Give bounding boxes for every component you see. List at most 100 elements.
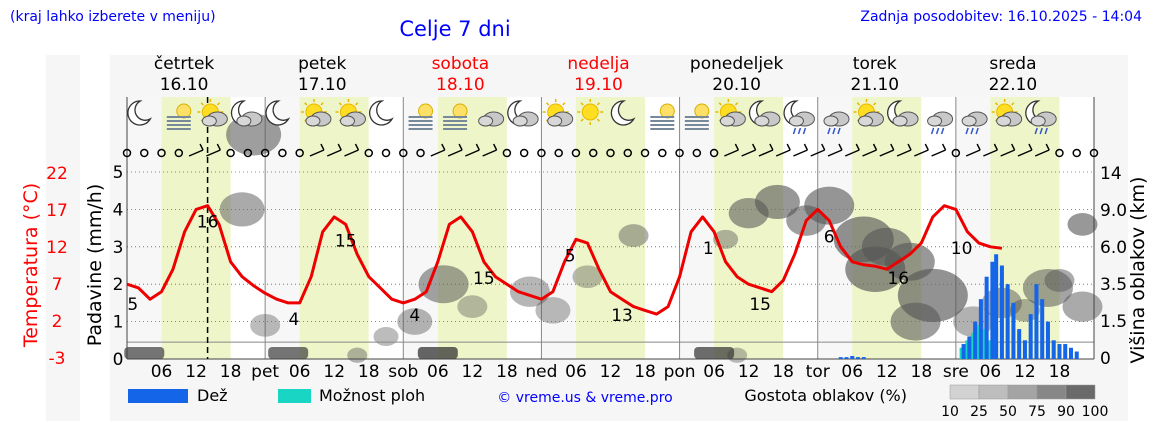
cloud-shape	[719, 115, 735, 127]
wind-barb	[844, 149, 860, 157]
day-date: 17.10	[298, 75, 347, 95]
wind-barb-flag	[458, 143, 463, 151]
cloud-density-tick: 50	[999, 404, 1017, 420]
cloud-shape	[927, 115, 943, 127]
rain-drop	[1044, 127, 1048, 135]
cloud-height-axis-label: Višina oblakov (km)	[1127, 177, 1149, 364]
temperature-label: 4	[409, 306, 420, 326]
day-name: sreda	[989, 54, 1036, 74]
precip-bar	[844, 357, 849, 359]
sun-ray	[355, 102, 359, 106]
sun-ray	[338, 102, 342, 106]
wind-barb-flag	[441, 143, 446, 151]
fog-icon	[408, 103, 434, 130]
cloud-cell	[1067, 212, 1098, 236]
calm-wind-circle	[174, 148, 184, 158]
fog-sun	[452, 103, 468, 119]
temperature-label: 5	[565, 246, 576, 266]
x-hour-tick: 06	[427, 362, 449, 382]
temperature-series: 5 16 4 15 4 15 5 13 1 15 6 16 10 17 12	[126, 0, 1099, 330]
cloud-density-swatch	[1036, 384, 1067, 400]
temperature-label: 16	[887, 269, 909, 289]
x-day-tick: ned	[525, 362, 557, 382]
cloud-cell	[373, 327, 399, 347]
wind-barb	[206, 149, 221, 157]
cloud-shape	[754, 115, 770, 127]
cloud-cell	[347, 347, 368, 363]
wind-barb	[1034, 149, 1050, 157]
temperature-label: 4	[289, 310, 300, 330]
day-name: nedelja	[567, 54, 629, 74]
calm-wind-circle	[381, 148, 391, 158]
moon-icon	[610, 100, 636, 126]
rain-drop	[970, 127, 974, 135]
daylight-band	[299, 97, 369, 359]
calm-wind-circle	[502, 148, 512, 158]
fog-icon	[166, 103, 192, 130]
precip-tick: 2	[113, 275, 124, 295]
evening-band	[645, 97, 680, 359]
precip-bar	[973, 321, 978, 359]
temperature-label: 15	[749, 295, 771, 315]
cloud-height-tick: 0	[1100, 349, 1111, 369]
precip-tick: 5	[113, 163, 124, 183]
wind-barb	[862, 149, 877, 157]
precipitation-axis-label: Padavine (mm/h)	[84, 184, 106, 347]
x-hour-tick: 06	[151, 362, 173, 382]
day-date: 21.10	[850, 75, 899, 95]
x-day-tick: pon	[664, 362, 696, 382]
calm-wind-circle	[140, 148, 149, 158]
grid-lines	[126, 97, 1095, 360]
sun-ray	[304, 102, 308, 106]
sun-ray	[545, 102, 550, 106]
x-hour-tick: 18	[1049, 362, 1071, 382]
location-hint[interactable]: (kraj lahko izberete v meniju)	[10, 9, 216, 25]
ground-cloud-cell	[124, 347, 165, 359]
moon-shape	[127, 100, 153, 126]
moon-shape	[265, 100, 291, 126]
x-hour-tick: 06	[703, 362, 725, 382]
wind-barb	[793, 149, 808, 157]
cloud-density-layer	[124, 113, 1103, 363]
precip-bar	[1063, 344, 1068, 359]
wind-barb-flag	[976, 143, 981, 151]
cloud-density-legend: 10 25 50 75 90 100	[941, 384, 1108, 420]
temp-tick: 22	[46, 164, 68, 184]
x-day-tick: pet	[251, 362, 279, 382]
calm-wind-circle	[364, 148, 373, 158]
weather-icon-row	[127, 99, 1057, 135]
wind-barb	[758, 149, 774, 157]
cloud-cell	[1044, 269, 1075, 292]
cloud-height-tick: 9.0	[1100, 201, 1127, 221]
cloud-density-legend-title: Gostota oblakov (%)	[744, 386, 907, 405]
wind-row	[122, 143, 1099, 158]
x-hour-tick: 06	[289, 362, 311, 382]
wind-barb	[896, 149, 912, 157]
wind-barb-flag	[752, 143, 757, 151]
rain-drop	[935, 127, 940, 135]
wind-barb	[931, 149, 946, 157]
calm-wind-circle	[226, 148, 235, 158]
calm-wind-circle	[1055, 148, 1064, 158]
credit-link[interactable]: © vreme.us & vreme.pro	[497, 390, 672, 406]
fog-icon	[650, 103, 675, 130]
calm-wind-circle	[658, 148, 667, 158]
wind-barb	[447, 149, 463, 157]
x-hour-tick: 18	[911, 362, 933, 382]
wind-barb	[741, 149, 756, 157]
wind-barb-flag	[354, 143, 360, 151]
temperature-label: 6	[824, 228, 835, 248]
temperature-label: 17	[1026, 0, 1048, 5]
sun-ray	[580, 102, 584, 106]
cloud-density-swatch	[1065, 384, 1096, 400]
temperature-label: 1	[703, 239, 714, 259]
x-hour-tick: 12	[738, 362, 760, 382]
cloud-shape	[339, 115, 355, 127]
cloud-density-swatch	[978, 384, 1009, 400]
precip-bar	[994, 254, 999, 359]
precip-tick: 1	[113, 313, 124, 333]
wind-barb-flag	[872, 143, 878, 151]
wind-barb	[965, 149, 981, 157]
moon-icon	[368, 100, 394, 126]
sun-ray	[994, 102, 999, 106]
